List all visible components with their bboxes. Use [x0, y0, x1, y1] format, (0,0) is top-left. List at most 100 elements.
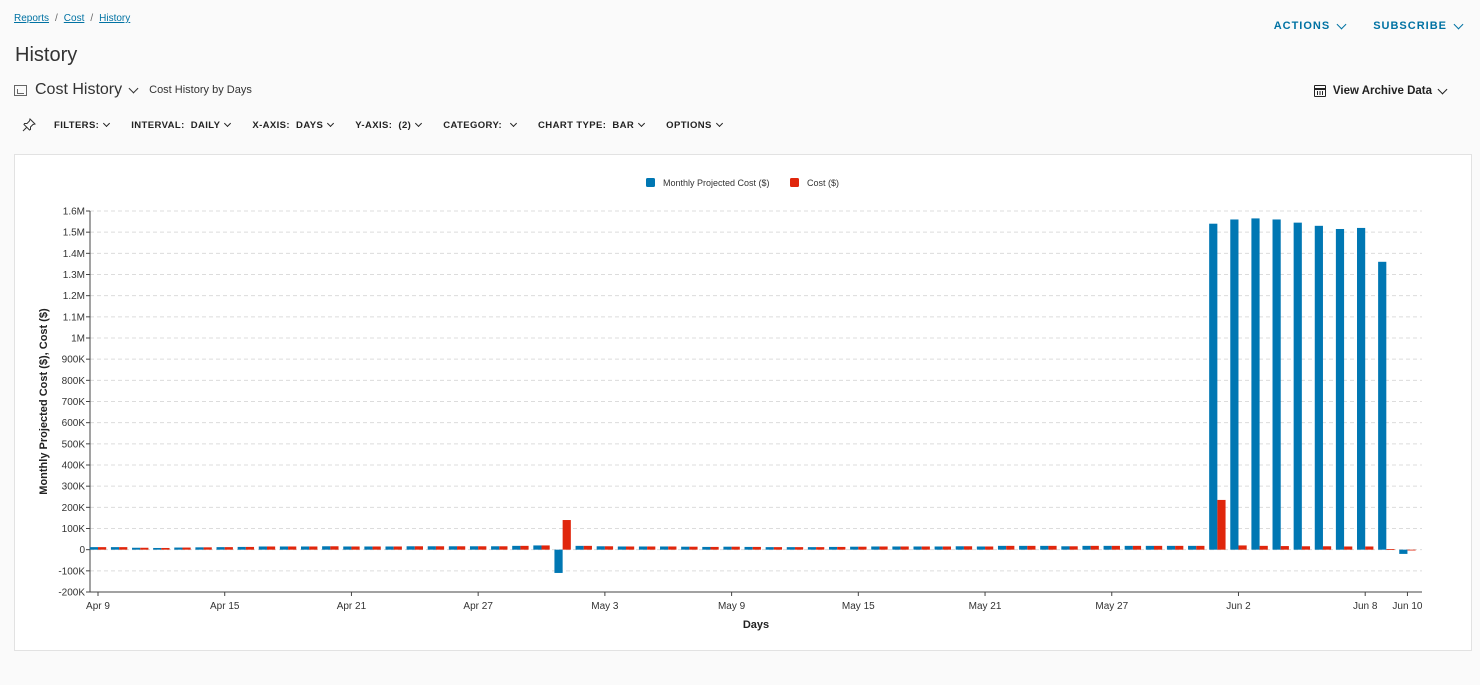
bar-cost: [1111, 545, 1120, 550]
y-tick-label: -200K: [58, 588, 85, 599]
bar-cost: [1280, 546, 1289, 550]
bar-monthly-projected-cost: [723, 546, 732, 550]
bar-monthly-projected-cost: [934, 546, 943, 550]
bar-monthly-projected-cost: [322, 546, 331, 550]
bar-cost: [1196, 545, 1205, 550]
bar-monthly-projected-cost: [596, 546, 605, 550]
filters-dropdown[interactable]: FILTERS:: [54, 119, 111, 131]
bar-monthly-projected-cost: [617, 546, 626, 550]
breadcrumb-history-link[interactable]: History: [99, 13, 131, 24]
category-dropdown[interactable]: CATEGORY:: [443, 119, 518, 131]
bar-monthly-projected-cost: [1103, 545, 1112, 550]
bar-cost: [1322, 546, 1332, 550]
options-dropdown[interactable]: OPTIONS: [666, 119, 723, 131]
report-selector-chevron-icon[interactable]: [128, 83, 139, 93]
bar-monthly-projected-cost: [237, 546, 246, 550]
bar-monthly-projected-cost: [89, 547, 98, 550]
bar-monthly-projected-cost: [997, 545, 1007, 550]
y-tick-label: 200K: [62, 503, 86, 514]
bar-monthly-projected-cost: [702, 546, 711, 550]
legend-label: Monthly Projected Cost ($): [663, 178, 770, 188]
y-axis-title: Monthly Projected Cost ($), Cost ($): [38, 308, 50, 495]
bar-monthly-projected-cost: [955, 546, 964, 550]
chevron-down-icon: [638, 119, 646, 128]
bar-cost: [499, 546, 508, 550]
bar-cost: [393, 546, 402, 550]
bar-monthly-projected-cost: [660, 546, 669, 550]
chevron-down-icon: [715, 119, 723, 128]
bar-cost: [752, 546, 761, 550]
x-tick-label: Jun 10: [1392, 601, 1422, 612]
bar-cost: [1048, 545, 1057, 550]
bar-monthly-projected-cost: [1082, 545, 1091, 550]
x-tick-label: Jun 2: [1226, 601, 1251, 612]
bar-cost: [1365, 546, 1374, 550]
bar-monthly-projected-cost: [1040, 545, 1049, 550]
report-chart-icon: [14, 84, 27, 96]
subscribe-button[interactable]: SUBSCRIBE: [1373, 19, 1464, 32]
bar-cost: [435, 546, 445, 550]
bar-monthly-projected-cost: [153, 547, 162, 550]
y-tick-label: 1.6M: [63, 207, 85, 218]
bar-monthly-projected-cost: [1166, 545, 1176, 550]
x-tick-label: May 9: [718, 601, 746, 612]
page-title: History: [15, 44, 78, 66]
bar-monthly-projected-cost: [913, 546, 922, 550]
bar-cost: [900, 546, 909, 550]
interval-label: INTERVAL: DAILY: [131, 119, 221, 131]
x-tick-label: May 15: [842, 601, 875, 612]
pin-icon[interactable]: [22, 118, 36, 132]
subscribe-label: SUBSCRIBE: [1373, 20, 1447, 32]
bar-cost: [1217, 499, 1226, 550]
bar-monthly-projected-cost: [427, 546, 436, 550]
bar-cost: [1006, 545, 1015, 550]
x-axis-label: X-AXIS: DAYS: [252, 119, 324, 131]
chart-panel: -200K -100K 0 100K 200K 300K 400K 500K 600K 700K 8…: [14, 154, 1472, 651]
x-tick-label: Apr 9: [86, 601, 110, 612]
bar-monthly-projected-cost: [1378, 261, 1387, 550]
bar-monthly-projected-cost: [1357, 227, 1366, 550]
chevron-down-icon: [224, 119, 232, 128]
bar-monthly-projected-cost: [1314, 225, 1323, 550]
bar-cost: [182, 547, 191, 550]
y-tick-label: 700K: [62, 397, 86, 408]
x-axis-dropdown[interactable]: X-AXIS: DAYS: [252, 119, 335, 131]
bar-monthly-projected-cost: [575, 545, 584, 550]
y-tick-label: 400K: [62, 461, 86, 472]
bar-cost: [309, 546, 318, 550]
chart-type-dropdown[interactable]: CHART TYPE: BAR: [538, 119, 646, 131]
x-tick-label: Apr 21: [337, 601, 367, 612]
bar-monthly-projected-cost: [448, 546, 458, 550]
view-archive-data-button[interactable]: View Archive Data: [1313, 84, 1448, 97]
bar-cost: [203, 547, 212, 550]
chevron-down-icon: [103, 119, 111, 128]
x-tick-label: Jun 8: [1353, 601, 1378, 612]
bar-cost: [794, 547, 804, 550]
legend-swatch: [646, 178, 655, 187]
y-axis-dropdown[interactable]: Y-AXIS: (2): [355, 120, 423, 131]
report-toolbar: FILTERS: INTERVAL: DAILY X-AXIS: DAYS Y-…: [22, 118, 744, 132]
bar-monthly-projected-cost: [364, 546, 373, 550]
y-tick-label: 1.5M: [63, 228, 85, 239]
category-label: CATEGORY:: [443, 119, 503, 131]
bar-cost: [626, 546, 635, 550]
bar-monthly-projected-cost: [406, 546, 415, 550]
bar-monthly-projected-cost: [1251, 218, 1260, 550]
y-tick-label: -100K: [58, 566, 85, 577]
breadcrumb-cost-link[interactable]: Cost: [63, 13, 85, 24]
bar-monthly-projected-cost: [744, 546, 753, 550]
bar-monthly-projected-cost: [892, 546, 901, 550]
y-tick-label: 300K: [62, 482, 86, 493]
breadcrumb-reports-link[interactable]: Reports: [14, 13, 50, 24]
bar-monthly-projected-cost: [512, 545, 521, 550]
bar-monthly-projected-cost: [301, 546, 310, 550]
bar-monthly-projected-cost: [469, 546, 479, 550]
bar-cost: [478, 546, 487, 550]
chevron-down-icon: [510, 119, 518, 128]
bar-cost: [837, 546, 846, 550]
bar-cost: [1238, 545, 1247, 550]
actions-button[interactable]: ACTIONS: [1274, 19, 1347, 32]
interval-dropdown[interactable]: INTERVAL: DAILY: [131, 119, 232, 131]
bar-monthly-projected-cost: [871, 546, 880, 550]
y-tick-label: 1.1M: [63, 312, 85, 323]
